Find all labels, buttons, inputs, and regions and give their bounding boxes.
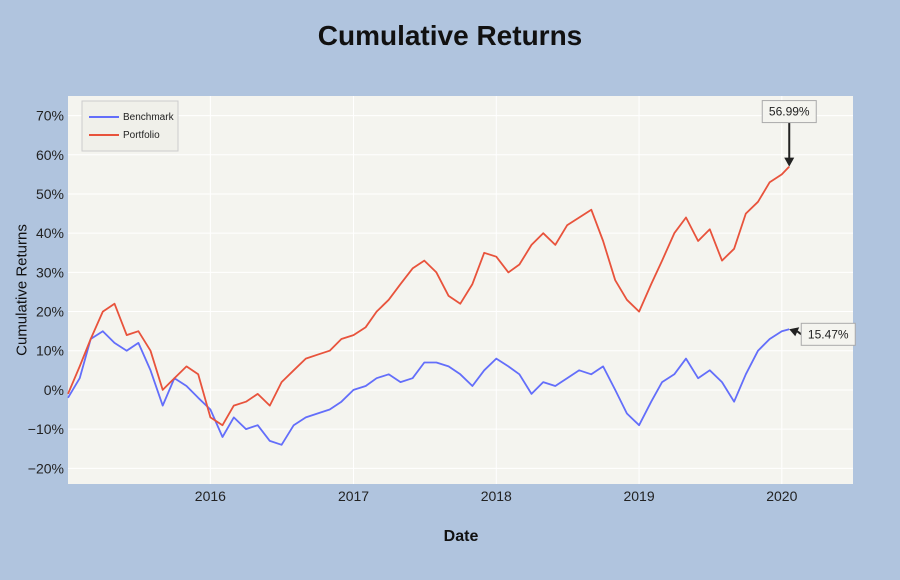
series-layer [67,165,790,446]
y-tick-label: 60% [36,147,64,163]
chart-title: Cumulative Returns [317,20,583,51]
axis-ticks: −20% −10% 0% 10% 20% 30% 40% 50% 60% 70% 2016 2017 2… [28,108,798,504]
x-axis-label: Date [443,528,479,545]
y-tick-label: 10% [36,343,64,359]
annotation-box-portfolio [761,100,817,124]
plot-area [68,96,853,484]
x-tick-label: 2018 [481,488,512,504]
y-tick-label: 70% [36,108,64,124]
legend-label-portfolio: Portfolio [123,130,160,141]
annotation-label-portfolio: 56.99% [769,105,810,119]
x-tick-label: 2016 [195,488,226,504]
x-tick-label: 2017 [338,488,369,504]
y-tick-label: 30% [36,264,64,280]
annotation-arrowhead-portfolio [784,157,795,167]
y-tick-label: −10% [28,421,64,437]
grid [68,96,853,484]
y-tick-label: 0% [44,382,64,398]
annotations: 56.99% 15.47% [761,100,856,346]
annotation-arrowhead-benchmark [789,327,800,337]
y-tick-label: 40% [36,225,64,241]
annotation-label-benchmark: 15.47% [808,327,849,341]
legend-label-benchmark: Benchmark [123,112,175,123]
y-tick-label: 20% [36,304,64,320]
x-tick-label: 2019 [623,488,654,504]
series-line-benchmark[interactable] [67,328,790,446]
y-tick-label: −20% [28,460,64,476]
x-tick-label: 2020 [766,488,797,504]
annotation-box-benchmark [800,322,856,346]
annotation-arrow-benchmark [796,330,802,336]
legend[interactable]: Benchmark Portfolio [81,100,179,152]
series-line-portfolio[interactable] [67,165,790,427]
legend-box [81,100,179,152]
y-tick-label: 50% [36,186,64,202]
